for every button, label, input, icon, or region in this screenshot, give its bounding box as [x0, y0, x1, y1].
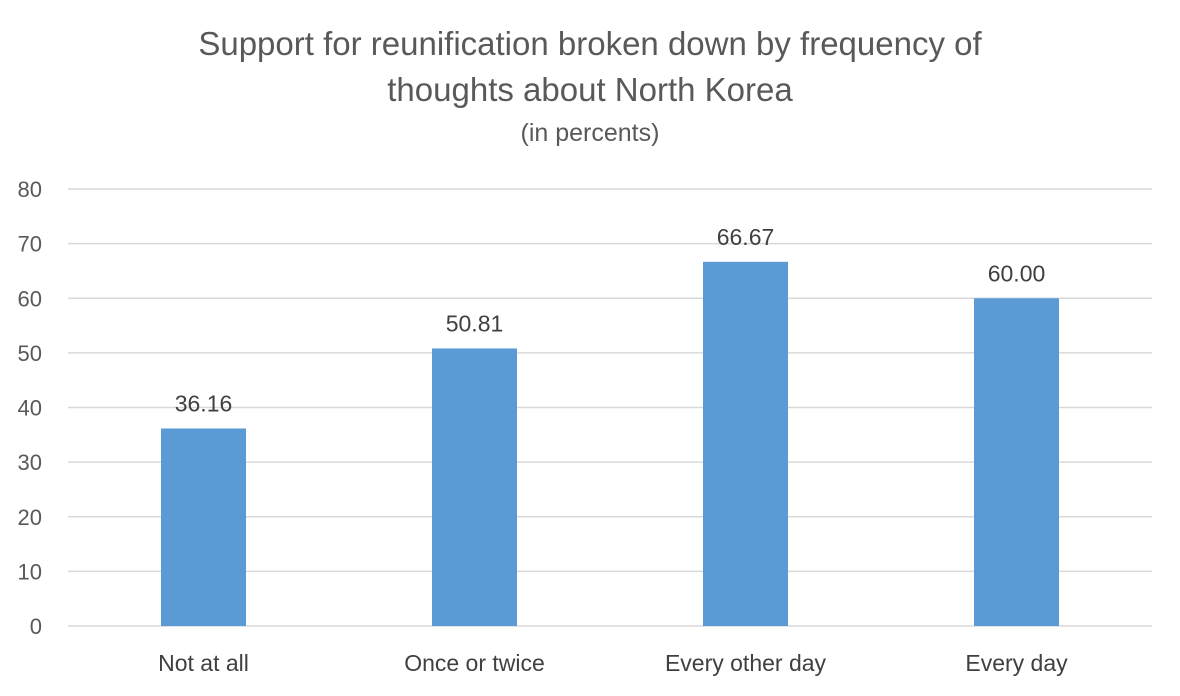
data-label: 60.00	[988, 260, 1046, 286]
y-tick-label: 40	[18, 396, 42, 421]
y-tick-label: 70	[18, 232, 42, 257]
x-category-label: Not at all	[158, 650, 249, 676]
data-label: 50.81	[446, 310, 504, 336]
x-category-label: Every day	[965, 650, 1068, 676]
bar	[703, 261, 788, 626]
bar	[432, 348, 517, 626]
chart-title-line-1: Support for reunification broken down by…	[198, 25, 982, 62]
bar	[974, 298, 1059, 626]
chart-subtitle: (in percents)	[520, 119, 660, 147]
y-tick-label: 50	[18, 341, 42, 366]
y-tick-label: 30	[18, 450, 42, 475]
data-label: 36.16	[175, 390, 233, 416]
bar	[161, 428, 246, 626]
chart-title-line-2: thoughts about North Korea	[387, 71, 793, 108]
y-tick-label: 80	[18, 177, 42, 202]
y-tick-label: 20	[18, 505, 42, 530]
x-category-label: Every other day	[665, 650, 827, 676]
y-tick-label: 10	[18, 559, 42, 584]
y-tick-label: 60	[18, 286, 42, 311]
x-category-label: Once or twice	[404, 650, 545, 676]
data-label: 66.67	[717, 224, 775, 250]
y-tick-label: 0	[30, 614, 42, 639]
